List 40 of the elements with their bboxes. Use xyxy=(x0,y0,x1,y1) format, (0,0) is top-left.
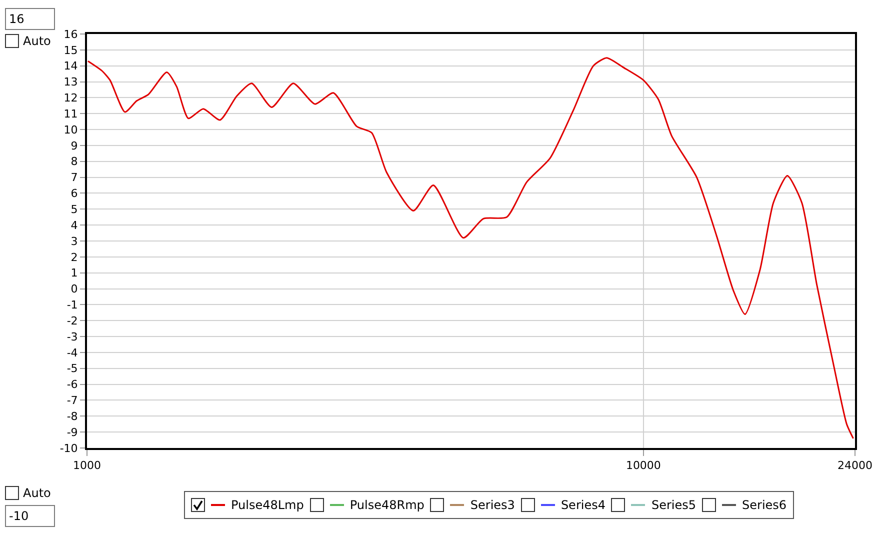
y-tick-label: 13 xyxy=(64,76,78,89)
y-tick-label: 2 xyxy=(70,250,78,264)
legend-label: Series3 xyxy=(470,498,515,512)
y-tick-label: 5 xyxy=(70,203,78,216)
legend-label: Series5 xyxy=(651,498,696,512)
legend-label: Pulse48Rmp xyxy=(350,498,424,512)
y-tick-label: 14 xyxy=(64,60,78,73)
legend-label: Series6 xyxy=(742,498,787,512)
y-tick-label: 9 xyxy=(70,139,78,152)
y-tick-label: 15 xyxy=(64,44,78,57)
y-tick-label: 7 xyxy=(70,171,78,184)
text: Auto xyxy=(23,34,51,48)
y-tick-label: 12 xyxy=(64,92,78,105)
y-tick-label: -8 xyxy=(66,410,78,423)
y-tick-label: -7 xyxy=(66,394,78,408)
y-tick-label: 6 xyxy=(70,187,78,200)
legend-label: Series4 xyxy=(560,498,606,512)
y-tick-label: 10 xyxy=(64,123,78,136)
y-tick-label: -2 xyxy=(66,314,78,328)
y-tick-label: 0 xyxy=(70,282,78,296)
text-field: 16 xyxy=(5,8,55,30)
x-tick-label: 1000 xyxy=(73,459,101,472)
legend-label: Pulse48Lmp xyxy=(231,498,304,512)
x-tick-label: 10000 xyxy=(626,459,661,472)
y-tick-label: -5 xyxy=(66,362,78,376)
y-tick-label: 8 xyxy=(70,155,78,168)
y-tick-label: 4 xyxy=(70,218,78,232)
y-tick-label: 11 xyxy=(64,107,78,120)
y-tick-label: -6 xyxy=(66,378,78,392)
y-tick-label: -3 xyxy=(66,330,78,344)
text: Auto xyxy=(23,486,51,500)
x-tick-label: 24000 xyxy=(838,459,872,472)
y-tick-label: -4 xyxy=(66,346,78,360)
text-field: -10 xyxy=(5,505,55,527)
y-tick-label: -9 xyxy=(66,426,78,439)
y-tick-label: -1 xyxy=(66,298,78,312)
y-tick-label: 1 xyxy=(70,266,78,280)
y-tick-label: 3 xyxy=(70,234,78,248)
y-tick-label: 16 xyxy=(64,28,78,41)
y-tick-label: -10 xyxy=(60,442,78,455)
